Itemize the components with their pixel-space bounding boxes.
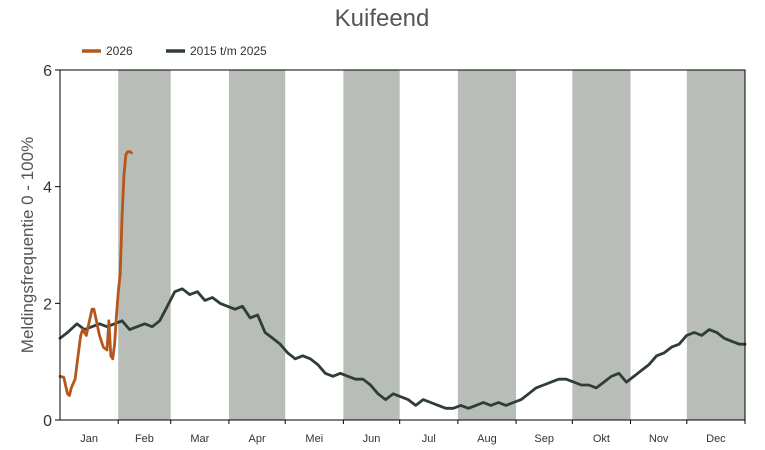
plot-frame [59, 69, 746, 421]
tick-labels: Jan Feb Mar Apr Mei Jun Jul Aug Sep Okt Nov Dec 0 2 4 6 [43, 63, 746, 445]
x-tick-label: Apr [248, 433, 265, 445]
shade-apr [228, 70, 286, 420]
x-tick-label: Jul [422, 433, 436, 445]
x-tick-label: Jun [363, 433, 381, 445]
x-tick-label: Mar [190, 433, 209, 445]
shade-aug [457, 70, 517, 420]
x-tick-label: Okt [593, 433, 610, 445]
axes [59, 69, 746, 421]
legend-label-2026: 2026 [106, 44, 133, 58]
y-tick-label: 0 [43, 413, 52, 430]
series-line-2026 [58, 150, 133, 397]
x-tick-label: Dec [706, 433, 726, 445]
y-axis-label: Meldingsfrequentie 0 - 100% [18, 137, 37, 353]
legend: 2026 2015 t/m 2025 [82, 44, 267, 58]
x-tick-label: Feb [135, 433, 154, 445]
y-tick-label: 6 [43, 63, 52, 80]
shade-okt [572, 70, 631, 420]
shade-dec [686, 70, 745, 420]
x-tick-label: Nov [649, 433, 669, 445]
legend-label-historic: 2015 t/m 2025 [190, 44, 267, 58]
series-layer [58, 150, 747, 410]
x-tick-label: Jan [80, 433, 98, 445]
x-tick-label: Mei [305, 433, 323, 445]
series-line-historic [58, 287, 747, 410]
chart-title: Kuifeend [335, 5, 430, 32]
shade-feb [118, 70, 171, 420]
month-shading [118, 70, 745, 420]
y-tick-label: 2 [43, 296, 52, 313]
y-tick-label: 4 [43, 180, 52, 197]
shade-jun [343, 70, 400, 420]
x-tick-label: Aug [477, 433, 497, 445]
x-tick-label: Sep [534, 433, 554, 445]
